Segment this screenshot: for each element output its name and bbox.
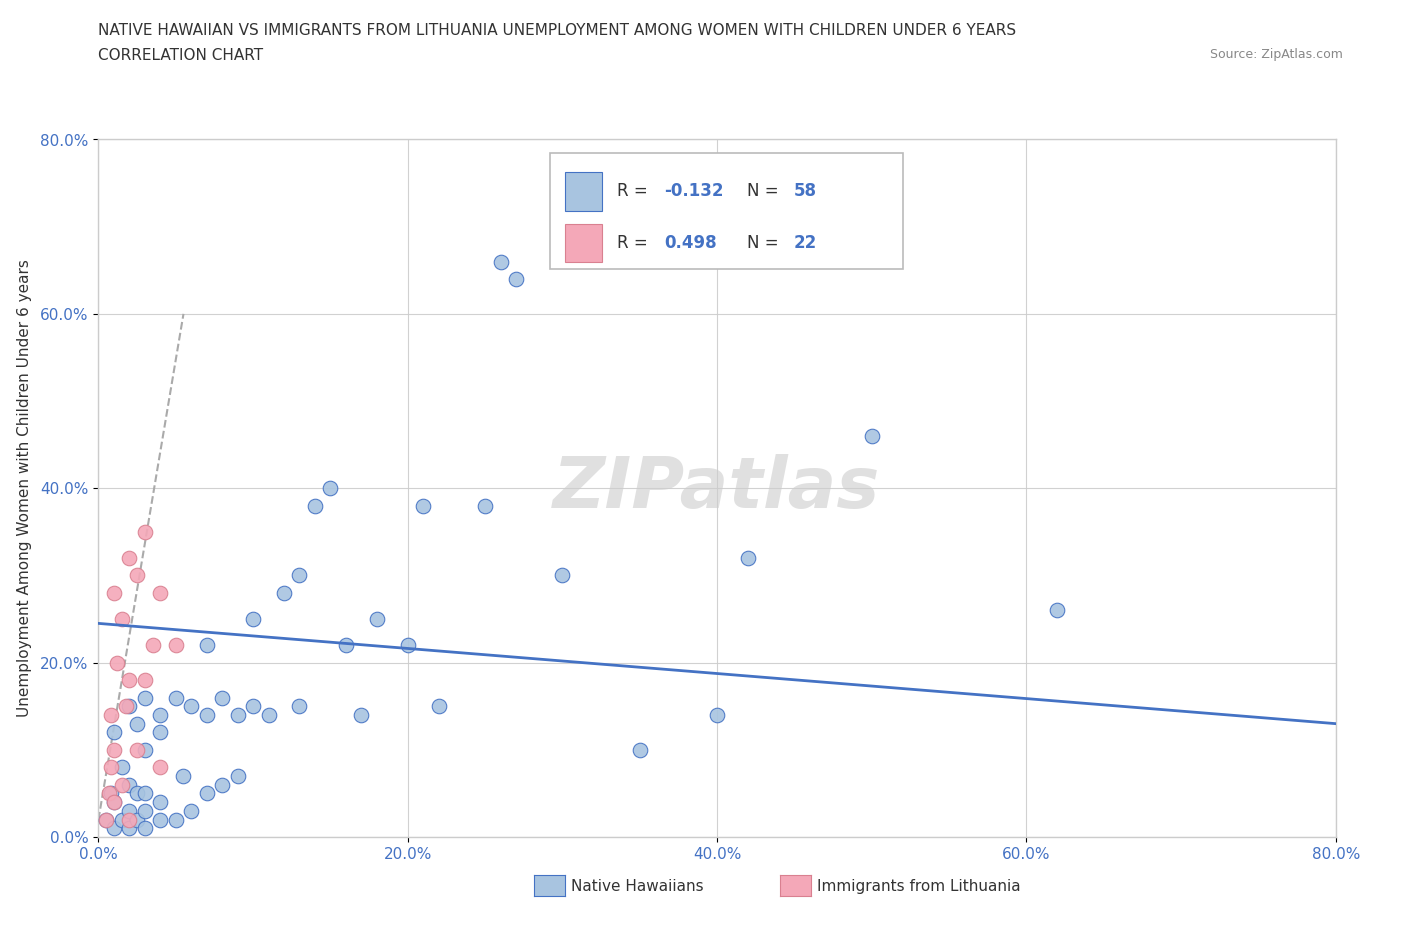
Point bbox=[111, 777, 132, 792]
Point bbox=[304, 498, 326, 513]
Point bbox=[100, 708, 122, 723]
Point bbox=[242, 612, 264, 627]
Point bbox=[195, 638, 218, 653]
Point bbox=[134, 525, 156, 539]
Point bbox=[165, 690, 187, 705]
Point bbox=[118, 672, 141, 687]
Point bbox=[180, 804, 202, 818]
Text: N =: N = bbox=[747, 234, 783, 252]
Point bbox=[105, 655, 128, 670]
Point bbox=[111, 760, 132, 775]
Point bbox=[118, 812, 141, 827]
Point bbox=[134, 672, 156, 687]
Point bbox=[226, 708, 249, 723]
Point bbox=[489, 254, 512, 269]
Point bbox=[412, 498, 434, 513]
Point bbox=[127, 786, 149, 801]
Point bbox=[628, 742, 651, 757]
FancyBboxPatch shape bbox=[550, 153, 903, 269]
Text: ZIPatlas: ZIPatlas bbox=[554, 454, 880, 523]
Point bbox=[211, 690, 233, 705]
Point bbox=[118, 698, 141, 713]
Point bbox=[127, 568, 149, 583]
Text: Native Hawaiians: Native Hawaiians bbox=[571, 879, 703, 894]
Point bbox=[474, 498, 496, 513]
Point bbox=[103, 725, 125, 740]
Point bbox=[118, 777, 141, 792]
Point bbox=[103, 742, 125, 757]
Text: 22: 22 bbox=[794, 234, 817, 252]
Y-axis label: Unemployment Among Women with Children Under 6 years: Unemployment Among Women with Children U… bbox=[17, 259, 32, 717]
Point bbox=[226, 768, 249, 783]
Point bbox=[149, 586, 172, 601]
Point bbox=[860, 429, 883, 444]
Point bbox=[706, 708, 728, 723]
Point bbox=[172, 768, 194, 783]
Text: R =: R = bbox=[617, 234, 652, 252]
Point bbox=[103, 794, 125, 809]
Point bbox=[96, 812, 118, 827]
Point bbox=[319, 481, 342, 496]
Point bbox=[149, 708, 172, 723]
Point bbox=[149, 760, 172, 775]
Point bbox=[149, 725, 172, 740]
Text: 0.498: 0.498 bbox=[664, 234, 717, 252]
Text: Immigrants from Lithuania: Immigrants from Lithuania bbox=[817, 879, 1021, 894]
Point bbox=[335, 638, 357, 653]
Point bbox=[134, 786, 156, 801]
Point bbox=[134, 821, 156, 836]
Point bbox=[1046, 603, 1069, 618]
Point bbox=[427, 698, 450, 713]
Point bbox=[257, 708, 280, 723]
Text: CORRELATION CHART: CORRELATION CHART bbox=[98, 48, 263, 63]
Point bbox=[103, 794, 125, 809]
Point bbox=[100, 786, 122, 801]
Point bbox=[103, 821, 125, 836]
Point bbox=[111, 812, 132, 827]
Point bbox=[396, 638, 419, 653]
Point bbox=[165, 638, 187, 653]
Point bbox=[100, 760, 122, 775]
Point bbox=[96, 812, 118, 827]
Point bbox=[195, 708, 218, 723]
Point bbox=[551, 568, 574, 583]
Point bbox=[165, 812, 187, 827]
Point bbox=[141, 638, 165, 653]
Point bbox=[366, 612, 388, 627]
Point bbox=[273, 586, 295, 601]
Point bbox=[505, 272, 527, 286]
Point bbox=[98, 786, 121, 801]
Point bbox=[127, 742, 149, 757]
Point bbox=[118, 551, 141, 565]
Point bbox=[242, 698, 264, 713]
Point bbox=[118, 804, 141, 818]
Bar bbox=[565, 172, 602, 210]
Point bbox=[211, 777, 233, 792]
Text: Source: ZipAtlas.com: Source: ZipAtlas.com bbox=[1209, 48, 1343, 61]
Point bbox=[134, 742, 156, 757]
Point bbox=[134, 804, 156, 818]
Point bbox=[149, 794, 172, 809]
Point bbox=[737, 551, 759, 565]
Point bbox=[127, 812, 149, 827]
Text: NATIVE HAWAIIAN VS IMMIGRANTS FROM LITHUANIA UNEMPLOYMENT AMONG WOMEN WITH CHILD: NATIVE HAWAIIAN VS IMMIGRANTS FROM LITHU… bbox=[98, 23, 1017, 38]
Text: N =: N = bbox=[747, 182, 783, 201]
Point bbox=[115, 698, 138, 713]
Point bbox=[111, 612, 132, 627]
Point bbox=[180, 698, 202, 713]
Text: -0.132: -0.132 bbox=[664, 182, 723, 201]
Point bbox=[103, 586, 125, 601]
Bar bbox=[565, 224, 602, 262]
Point bbox=[288, 698, 311, 713]
Point bbox=[118, 821, 141, 836]
Text: 58: 58 bbox=[794, 182, 817, 201]
Point bbox=[127, 716, 149, 731]
Point bbox=[134, 690, 156, 705]
Point bbox=[195, 786, 218, 801]
Point bbox=[149, 812, 172, 827]
Point bbox=[288, 568, 311, 583]
Point bbox=[350, 708, 373, 723]
Text: R =: R = bbox=[617, 182, 652, 201]
